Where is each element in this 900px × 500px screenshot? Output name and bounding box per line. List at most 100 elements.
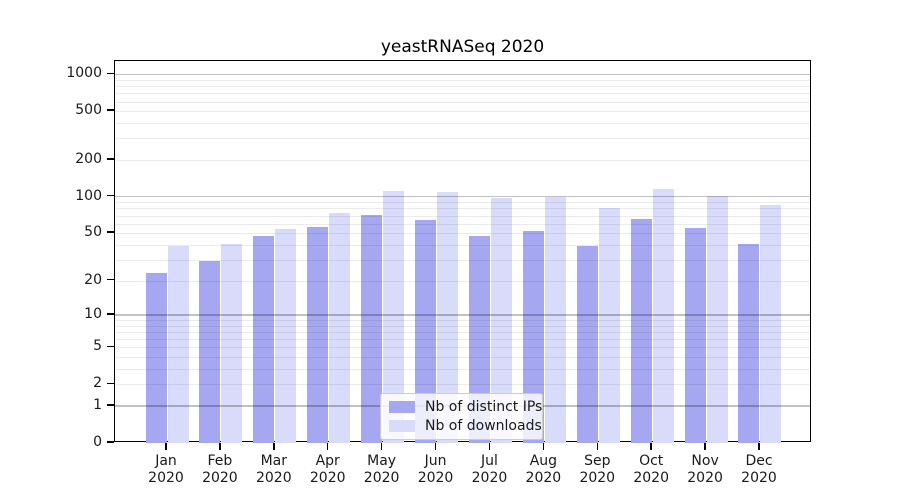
bar-distinct_ips-aug — [522, 231, 544, 443]
gridline-minor — [115, 223, 810, 225]
bar-downloads-aug — [544, 197, 566, 443]
gridline-minor — [115, 332, 810, 334]
y-tick-label: 1000 — [66, 65, 102, 82]
bar-downloads-jan — [167, 246, 189, 443]
x-tick — [165, 443, 167, 450]
x-tick-year: 2020 — [417, 470, 454, 486]
bar-distinct_ips-may — [361, 214, 383, 443]
y-tick-label: 100 — [75, 187, 102, 204]
x-tick-year: 2020 — [633, 470, 669, 486]
x-tick — [650, 443, 652, 450]
bar-downloads-may — [383, 190, 405, 443]
gridline-minor — [115, 259, 810, 261]
y-tick — [107, 72, 114, 75]
bar-downloads-mar — [275, 229, 297, 443]
x-tick-year: 2020 — [148, 470, 184, 486]
gridline-minor — [115, 208, 810, 210]
y-tick — [107, 382, 114, 385]
legend-label: Nb of distinct IPs — [425, 399, 543, 415]
bar-distinct_ips-sep — [576, 246, 598, 443]
y-tick-label: 200 — [75, 150, 102, 167]
legend-label: Nb of downloads — [425, 418, 542, 434]
bar-downloads-sep — [598, 207, 620, 443]
legend-item-distinct-ips: Nb of distinct IPs — [389, 399, 542, 415]
bar-distinct_ips-apr — [307, 227, 329, 443]
gridline-minor — [115, 79, 810, 81]
y-tick — [107, 278, 114, 281]
gridline-minor — [115, 123, 810, 125]
gridline-minor — [115, 159, 810, 161]
bar-distinct_ips-jul — [468, 236, 490, 443]
bar-downloads-jun — [437, 191, 459, 443]
bar-distinct_ips-oct — [630, 219, 652, 443]
gridline-minor — [115, 320, 810, 322]
x-tick-label: Nov 2020 — [678, 453, 732, 487]
x-tick-year: 2020 — [687, 470, 723, 486]
x-tick — [488, 443, 491, 450]
y-tick — [107, 109, 114, 111]
x-tick — [542, 443, 545, 450]
y-tick — [107, 231, 114, 233]
x-tick-label: Jul 2020 — [462, 453, 516, 487]
gridline-minor — [115, 357, 810, 359]
x-tick-year: 2020 — [525, 470, 562, 486]
plot-area — [114, 60, 811, 443]
bar-distinct_ips-jun — [415, 220, 437, 443]
x-tick — [704, 443, 706, 450]
y-tick — [107, 441, 114, 443]
y-tick — [107, 313, 114, 315]
gridline-major — [115, 73, 810, 76]
gridline-minor — [115, 101, 810, 103]
bar-distinct_ips-dec — [738, 243, 760, 443]
y-tick-label: 20 — [84, 271, 102, 288]
gridline-major — [115, 314, 810, 316]
y-tick-label: 1 — [93, 397, 102, 413]
x-tick-year: 2020 — [202, 470, 238, 486]
x-tick-label: Oct 2020 — [624, 453, 678, 487]
bar-distinct_ips-feb — [199, 261, 221, 443]
x-tick-year: 2020 — [471, 470, 508, 486]
bar-distinct_ips-mar — [253, 236, 275, 443]
x-tick-label: Aug 2020 — [516, 453, 570, 487]
bar-downloads-apr — [329, 212, 351, 443]
gridline-minor — [115, 93, 810, 95]
x-tick-year: 2020 — [309, 470, 346, 486]
gridline-minor — [115, 347, 810, 349]
bar-distinct_ips-jan — [145, 273, 167, 443]
bar-downloads-dec — [760, 204, 782, 443]
y-tick — [107, 345, 114, 348]
y-tick — [107, 404, 114, 406]
legend: Nb of distinct IPs Nb of downloads — [380, 393, 543, 440]
y-tick-label: 5 — [93, 338, 102, 355]
x-tick — [380, 443, 383, 450]
bar-downloads-jul — [490, 197, 512, 443]
gridline-minor — [115, 280, 810, 282]
bar-downloads-feb — [221, 243, 243, 443]
y-tick — [107, 158, 114, 160]
legend-swatch-downloads — [389, 420, 415, 432]
x-tick-year: 2020 — [741, 470, 777, 486]
x-tick-year: 2020 — [579, 470, 616, 486]
legend-item-downloads: Nb of downloads — [389, 418, 542, 434]
x-tick — [434, 443, 437, 450]
gridline-minor — [115, 244, 810, 246]
y-tick-label: 10 — [84, 306, 102, 323]
legend-swatch-distinct-ips — [389, 401, 415, 413]
x-tick-label: May 2020 — [355, 453, 409, 487]
x-tick — [326, 443, 329, 450]
gridline-minor — [115, 325, 810, 327]
gridline-minor — [115, 384, 810, 386]
x-tick-year: 2020 — [363, 470, 400, 486]
bar-downloads-oct — [652, 189, 674, 443]
x-tick-label: Feb 2020 — [193, 453, 247, 487]
x-tick-label: Jan 2020 — [139, 453, 193, 487]
y-tick-label: 2 — [93, 375, 102, 392]
x-tick — [596, 443, 599, 450]
x-tick-year: 2020 — [255, 470, 292, 486]
x-tick-label: Apr 2020 — [301, 453, 355, 487]
x-tick-label: Mar 2020 — [247, 453, 301, 487]
gridline-minor — [115, 202, 810, 204]
y-tick-label: 500 — [75, 102, 102, 119]
gridline-minor — [115, 215, 810, 217]
